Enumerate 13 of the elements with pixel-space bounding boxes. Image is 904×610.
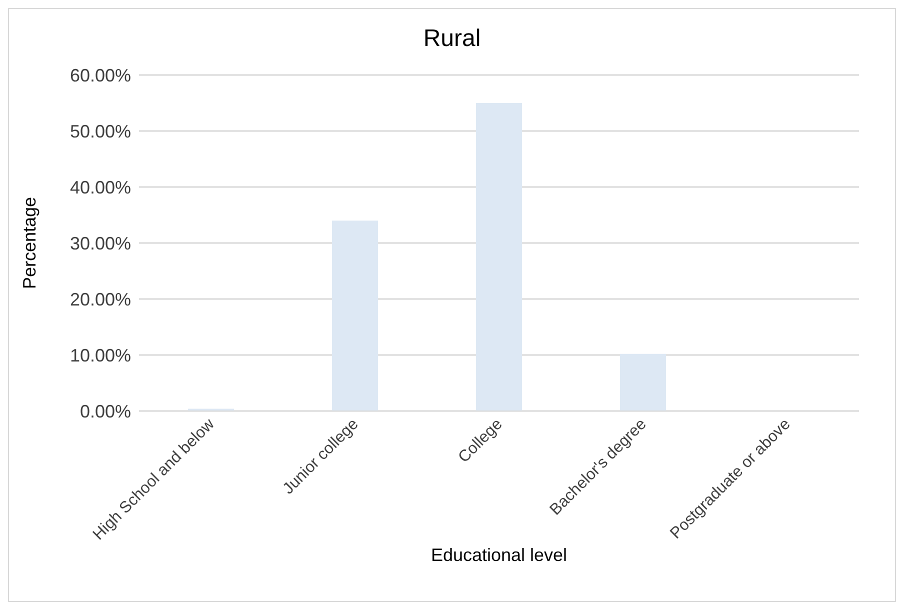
- y-tick-label: 30.00%: [70, 233, 131, 254]
- y-tick-label: 10.00%: [70, 345, 131, 366]
- y-axis-title: Percentage: [19, 196, 40, 290]
- bar: [476, 103, 522, 411]
- bar: [332, 220, 378, 411]
- bar: [620, 354, 666, 411]
- y-tick-label: 40.00%: [70, 177, 131, 198]
- chart-title: Rural: [422, 24, 482, 54]
- x-axis-title: Educational level: [430, 545, 568, 565]
- y-tick-label: 60.00%: [70, 65, 131, 86]
- y-tick-label: 20.00%: [70, 289, 131, 310]
- y-tick-label: 50.00%: [70, 121, 131, 142]
- y-tick-label: 0.00%: [80, 401, 131, 422]
